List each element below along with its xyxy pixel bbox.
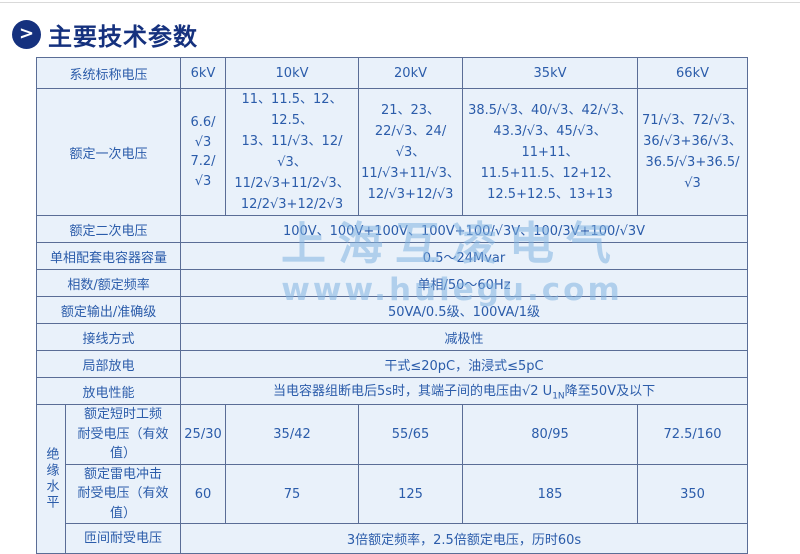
table-row: 额定雷电冲击 耐受电压（有效值） 60 75 125 185 350 <box>37 463 749 525</box>
table-row: 额定二次电压 100V、100V+100V、100V+100/√3V、100/3… <box>35 215 749 244</box>
table-row: 相数/额定频率 单相/50～60Hz <box>35 269 749 298</box>
table-row: 绝缘水平 额定短时工频 耐受电压（有效值） 25/30 35/42 55/65 … <box>36 404 749 554</box>
discharge-text-post: 降至50V及以下 <box>564 384 656 400</box>
turn-to-turn-withstand-label: 匝间耐受电压 <box>64 523 182 554</box>
pf-withstand-66kv: 72.5/160 <box>637 404 749 465</box>
header-col-6kv: 6kV <box>180 57 227 89</box>
header-col-35kv: 35kV <box>462 57 639 89</box>
primary-voltage-10kv: 11、11.5、12、12.5、 13、11/√3、12/√3、 11/2√3+… <box>225 87 360 217</box>
table-row: 局部放电 干式≤20pC，油浸式≤5pC <box>35 350 749 379</box>
primary-voltage-6kv: 6.6/√3 7.2/√3 <box>180 87 227 217</box>
pf-withstand-20kv: 55/65 <box>358 404 464 465</box>
header-col-10kv: 10kV <box>225 57 360 89</box>
turn-to-turn-withstand-value: 3倍额定频率，2.5倍额定电压，历时60s <box>180 523 749 554</box>
page-title: 主要技术参数 <box>48 23 198 51</box>
chevron-right-icon: > <box>12 20 41 49</box>
wiring-mode-label: 接线方式 <box>35 323 182 352</box>
table-row: 接线方式 减极性 <box>35 323 749 352</box>
pf-withstand-10kv: 35/42 <box>225 404 360 465</box>
phase-frequency-value: 单相/50～60Hz <box>180 269 749 298</box>
wiring-mode-value: 减极性 <box>180 323 749 352</box>
partial-discharge-label: 局部放电 <box>35 350 182 379</box>
li-withstand-20kv: 125 <box>358 463 464 525</box>
table-row: 匝间耐受电压 3倍额定频率，2.5倍额定电压，历时60s <box>37 523 749 554</box>
li-withstand-35kv: 185 <box>462 463 639 525</box>
discharge-performance-label: 放电性能 <box>35 377 182 406</box>
secondary-voltage-label: 额定二次电压 <box>35 215 182 244</box>
primary-voltage-20kv: 21、23、 22/√3、24/√3、 11/√3+11/√3、 12/√3+1… <box>358 87 464 217</box>
primary-voltage-66kv: 71/√3、72/√3、 36/√3+36/√3、 36.5/√3+36.5/√… <box>637 87 749 217</box>
page-header: > 主要技术参数 <box>12 17 198 52</box>
capacitor-capacity-value: 0.5～24Mvar <box>180 242 749 271</box>
li-withstand-6kv: 60 <box>180 463 227 525</box>
primary-voltage-label: 额定一次电压 <box>35 87 182 217</box>
rated-output-label: 额定输出/准确级 <box>35 296 182 325</box>
li-withstand-66kv: 350 <box>637 463 749 525</box>
rated-output-value: 50VA/0.5级、100VA/1级 <box>180 296 749 325</box>
discharge-performance-value: 当电容器组断电后5s时，其端子间的电压由√2 U1N降至50V及以下 <box>180 377 749 406</box>
primary-voltage-35kv: 38.5/√3、40/√3、42/√3、 43.3/√3、45/√3、11+11… <box>462 87 639 217</box>
header-col-20kv: 20kV <box>358 57 464 89</box>
power-frequency-withstand-label: 额定短时工频 耐受电压（有效值） <box>64 404 182 465</box>
li-withstand-10kv: 75 <box>225 463 360 525</box>
table-row: 系统标称电压 6kV 10kV 20kV 35kV 66kV <box>35 57 749 89</box>
table-row: 额定一次电压 6.6/√3 7.2/√3 11、11.5、12、12.5、 13… <box>35 87 749 217</box>
top-divider <box>0 2 800 3</box>
phase-frequency-label: 相数/额定频率 <box>35 269 182 298</box>
table-row: 单相配套电容器容量 0.5～24Mvar <box>35 242 749 271</box>
lightning-impulse-withstand-label: 额定雷电冲击 耐受电压（有效值） <box>64 463 182 525</box>
spec-table: 系统标称电压 6kV 10kV 20kV 35kV 66kV 额定一次电压 6.… <box>35 57 749 554</box>
secondary-voltage-value: 100V、100V+100V、100V+100/√3V、100/3V+100/√… <box>180 215 749 244</box>
discharge-text-pre: 当电容器组断电后5s时，其端子间的电压由√2 U <box>272 384 553 400</box>
header-col-66kv: 66kV <box>637 57 749 89</box>
table-row: 放电性能 当电容器组断电后5s时，其端子间的电压由√2 U1N降至50V及以下 <box>35 377 749 406</box>
partial-discharge-value: 干式≤20pC，油浸式≤5pC <box>180 350 749 379</box>
header-label-cell: 系统标称电压 <box>35 57 182 89</box>
table-row: 额定输出/准确级 50VA/0.5级、100VA/1级 <box>35 296 749 325</box>
pf-withstand-35kv: 80/95 <box>462 404 639 465</box>
pf-withstand-6kv: 25/30 <box>180 404 227 465</box>
capacitor-capacity-label: 单相配套电容器容量 <box>35 242 182 271</box>
discharge-subscript: 1N <box>552 392 565 403</box>
insulation-group-label: 绝缘水平 <box>36 404 66 554</box>
